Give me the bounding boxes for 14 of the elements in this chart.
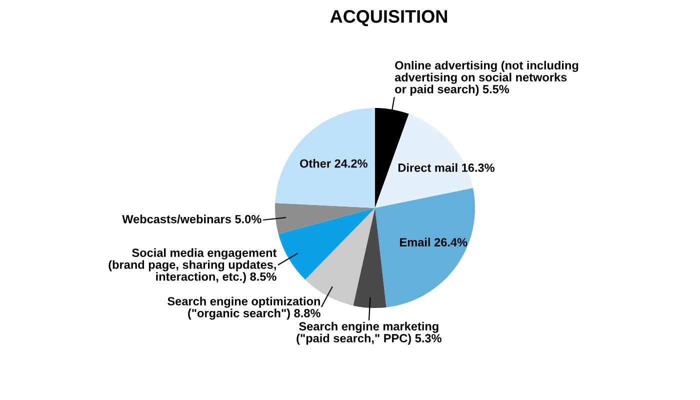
slice-label: Other 24.2% (300, 159, 368, 168)
pie-slice (353, 208, 386, 308)
pie-slice (278, 208, 375, 280)
slice-label: Online advertising (not including advertising on social networks or paid search) 5.5% (394, 60, 578, 96)
pie-slice (275, 108, 375, 208)
pie-slice (275, 202, 375, 234)
slice-label: Webcasts/webinars 5.0% (122, 214, 262, 224)
slice-label: Search engine marketing ("paid search," PPC) 5.3% (296, 322, 442, 345)
slice-label: Direct mail 16.3% (398, 163, 494, 172)
slice-label: Email 26.4% (400, 238, 468, 246)
slice-label: Search engine optimization ("organic search") 8.8% (168, 296, 320, 320)
slice-label: Social media engagement (brand page, sharing updates, interaction, etc.) 8.5% (108, 248, 277, 284)
pie-slice (375, 188, 475, 308)
chart-title: ACQUISITION (330, 10, 447, 26)
